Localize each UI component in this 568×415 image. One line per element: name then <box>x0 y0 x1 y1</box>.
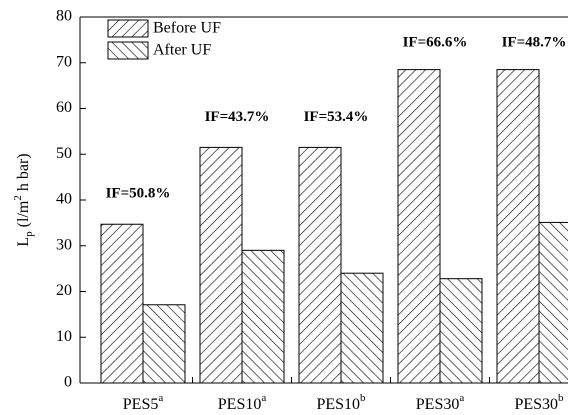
bar <box>496 69 540 384</box>
bar <box>340 272 384 384</box>
y-tick-label: 50 <box>56 145 72 162</box>
y-label-unit: h bar) <box>15 153 32 195</box>
x-tick-label: PES30b <box>514 392 564 413</box>
y-tick-label: 40 <box>56 191 72 208</box>
annotation: IF=48.7% <box>502 34 567 50</box>
bar <box>538 221 568 384</box>
legend-swatch <box>107 19 149 38</box>
legend-swatch <box>107 41 149 60</box>
bar <box>241 249 285 384</box>
y-tick-label: 0 <box>64 374 72 391</box>
category-superscript: b <box>360 392 366 404</box>
category-superscript: a <box>261 392 266 404</box>
legend-label: After UF <box>153 42 211 59</box>
x-tick-label: PES10b <box>316 392 366 413</box>
category-superscript: a <box>459 392 464 404</box>
category-name: PES30 <box>514 396 558 413</box>
x-tick-label: PES5a <box>123 392 164 413</box>
x-tick-label: PES10a <box>218 392 267 413</box>
y-label-unit: (l/m <box>15 200 32 231</box>
bar <box>100 223 144 384</box>
annotation: IF=43.7% <box>205 109 270 125</box>
bar <box>397 69 441 384</box>
legend-label: Before UF <box>153 20 221 37</box>
y-axis-label: Lp (l/m2 h bar) <box>12 153 35 246</box>
y-tick-label: 80 <box>56 8 72 25</box>
y-label-sup: 2 <box>12 195 24 201</box>
bar <box>439 278 483 384</box>
x-tick-label: PES30a <box>416 392 465 413</box>
y-tick-label: 70 <box>56 53 72 70</box>
category-name: PES5 <box>123 396 159 413</box>
y-tick-label: 20 <box>56 282 72 299</box>
category-name: PES10 <box>316 396 360 413</box>
annotation: IF=50.8% <box>106 186 171 202</box>
bar <box>298 146 342 384</box>
y-tick-label: 30 <box>56 236 72 253</box>
y-label-sub: p <box>23 231 35 237</box>
category-name: PES30 <box>416 396 460 413</box>
category-superscript: a <box>158 392 163 404</box>
category-name: PES10 <box>218 396 262 413</box>
y-tick-label: 60 <box>56 99 72 116</box>
annotation: IF=53.4% <box>304 109 369 125</box>
category-superscript: b <box>558 392 564 404</box>
bar <box>199 146 243 384</box>
y-tick-label: 10 <box>56 328 72 345</box>
annotation: IF=66.6% <box>403 34 468 50</box>
y-label-main: L <box>15 237 32 247</box>
bar <box>142 304 186 384</box>
